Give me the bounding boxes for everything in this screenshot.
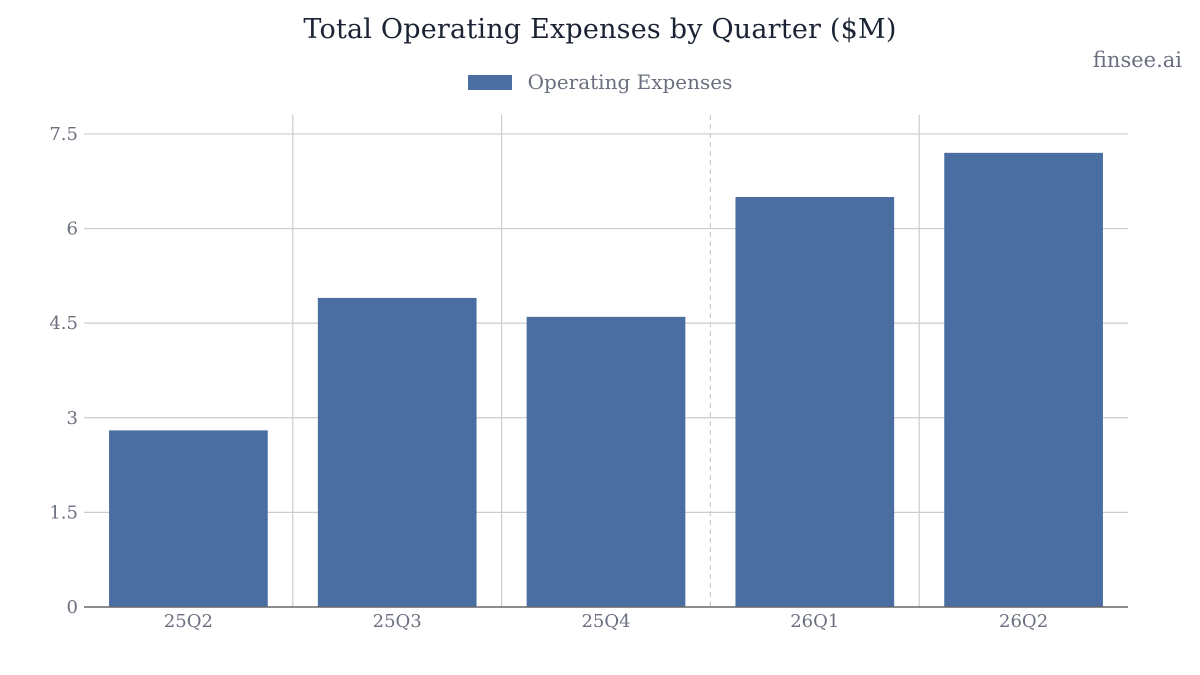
x-tick-label: 26Q2: [999, 611, 1048, 632]
y-tick-label: 3: [67, 408, 78, 429]
y-tick-label: 6: [67, 219, 78, 240]
y-tick-label: 7.5: [49, 124, 78, 145]
legend-label: Operating Expenses: [527, 70, 733, 94]
bar-25q3: [317, 297, 477, 607]
legend-swatch: [467, 74, 512, 90]
bar-26q1: [735, 197, 895, 607]
y-tick-label: 4.5: [49, 313, 78, 334]
bar-25q4: [526, 316, 686, 607]
x-tick-label: 25Q2: [164, 611, 213, 632]
y-tick-label: 0: [67, 597, 78, 618]
x-tick-label: 26Q1: [790, 611, 839, 632]
y-tick-label: 1.5: [49, 502, 78, 523]
x-tick-label: 25Q3: [373, 611, 422, 632]
bar-25q2: [109, 430, 268, 607]
chart-title: Total Operating Expenses by Quarter ($M): [303, 14, 897, 45]
bar-26q2: [944, 152, 1103, 607]
watermark: finsee.ai: [1092, 48, 1182, 72]
x-tick-label: 25Q4: [581, 611, 630, 632]
legend: Operating Expenses: [0, 70, 1200, 94]
